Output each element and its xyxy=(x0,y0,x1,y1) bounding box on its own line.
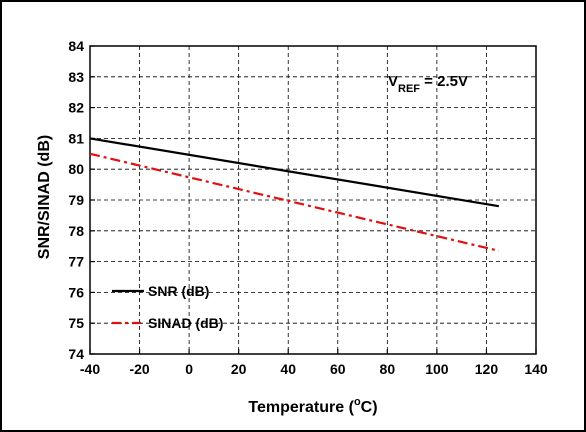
series-line-sinad xyxy=(89,152,500,252)
x-axis-title-suffix: C) xyxy=(361,399,378,416)
series-line-snr xyxy=(89,137,500,208)
series-lines xyxy=(89,137,500,252)
y-tick-labels: 74 75 76 77 78 79 80 81 82 83 84 xyxy=(68,38,84,362)
x-tick-label: 20 xyxy=(231,361,247,377)
y-tick-label: 78 xyxy=(68,223,84,239)
vref-annotation-rest: = 2.5V xyxy=(420,73,468,90)
x-tick-label: 120 xyxy=(475,361,499,377)
x-axis-title-main: Temperature ( xyxy=(248,399,354,416)
x-axis-title-superscript: o xyxy=(354,396,361,408)
y-tick-label: 81 xyxy=(68,130,84,146)
y-tick-label: 75 xyxy=(68,315,84,331)
legend-label-sinad: SINAD (dB) xyxy=(148,315,223,331)
x-tick-labels: -40 -20 0 20 40 60 80 100 120 140 xyxy=(80,361,548,377)
legend-label-snr: SNR (dB) xyxy=(148,283,209,299)
y-tick-label: 76 xyxy=(68,284,84,300)
y-axis-title: SNR/SINAD (dB) xyxy=(36,135,53,259)
y-tick-label: 80 xyxy=(68,161,84,177)
y-tick-label: 74 xyxy=(68,346,84,362)
tick-marks xyxy=(89,45,537,355)
x-tick-label: 40 xyxy=(280,361,296,377)
x-tick-label: -40 xyxy=(80,361,100,377)
x-axis-title: Temperature (oC) xyxy=(248,396,377,416)
y-tick-label: 82 xyxy=(68,100,84,116)
x-tick-label: 0 xyxy=(185,361,193,377)
y-tick-label: 79 xyxy=(68,192,84,208)
x-tick-label: 100 xyxy=(425,361,449,377)
grid xyxy=(90,46,536,354)
y-tick-label: 83 xyxy=(68,69,84,85)
vref-annotation: VREF = 2.5V xyxy=(388,73,468,95)
x-tick-label: -20 xyxy=(129,361,149,377)
vref-annotation-main: V xyxy=(388,73,398,90)
x-tick-label: 60 xyxy=(330,361,346,377)
x-tick-label: 140 xyxy=(524,361,548,377)
y-tick-label: 77 xyxy=(68,254,84,270)
y-tick-label: 84 xyxy=(68,38,84,54)
vref-annotation-subscript: REF xyxy=(398,83,420,95)
vref-annotation-text: VREF = 2.5V xyxy=(388,73,468,95)
legend: SNR (dB) SINAD (dB) xyxy=(112,283,223,331)
x-tick-label: 80 xyxy=(380,361,396,377)
